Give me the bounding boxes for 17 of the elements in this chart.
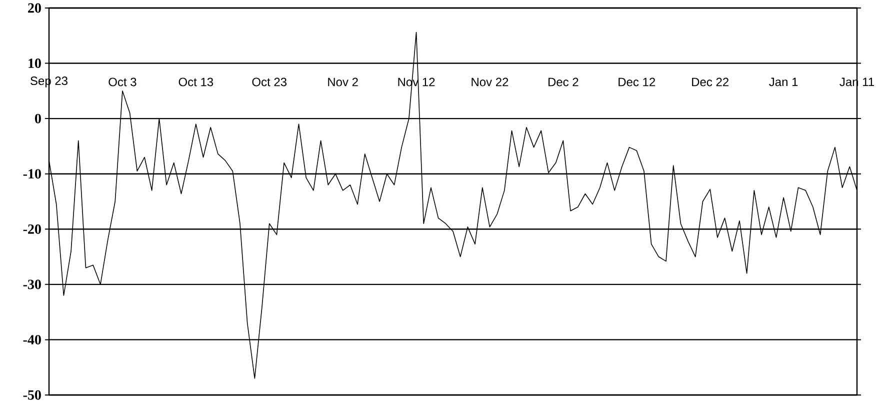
x-tick-label: Dec 2 — [548, 78, 578, 86]
x-tick-label: Dec 22 — [692, 78, 728, 86]
x-tick-label: Oct 13 — [178, 78, 214, 86]
x-tick-label: Oct 23 — [252, 78, 287, 86]
x-tick-label: Nov 22 — [472, 78, 508, 86]
x-tick-label: Oct 3 — [108, 78, 136, 86]
y-tick-label: -50 — [23, 390, 41, 400]
y-tick-label: -20 — [23, 224, 41, 234]
y-tick-label: -40 — [23, 334, 41, 344]
y-tick-label: -30 — [23, 280, 41, 290]
y-tick-label: 20 — [28, 3, 41, 13]
y-tick-label: 10 — [28, 58, 41, 68]
x-tick-label: Dec 12 — [618, 78, 656, 86]
x-tick-label: Nov 2 — [328, 78, 358, 86]
x-tick-label: Jan 1 — [769, 78, 798, 86]
y-tick-label: -10 — [23, 169, 41, 179]
y-tick-label: 0 — [35, 114, 41, 124]
